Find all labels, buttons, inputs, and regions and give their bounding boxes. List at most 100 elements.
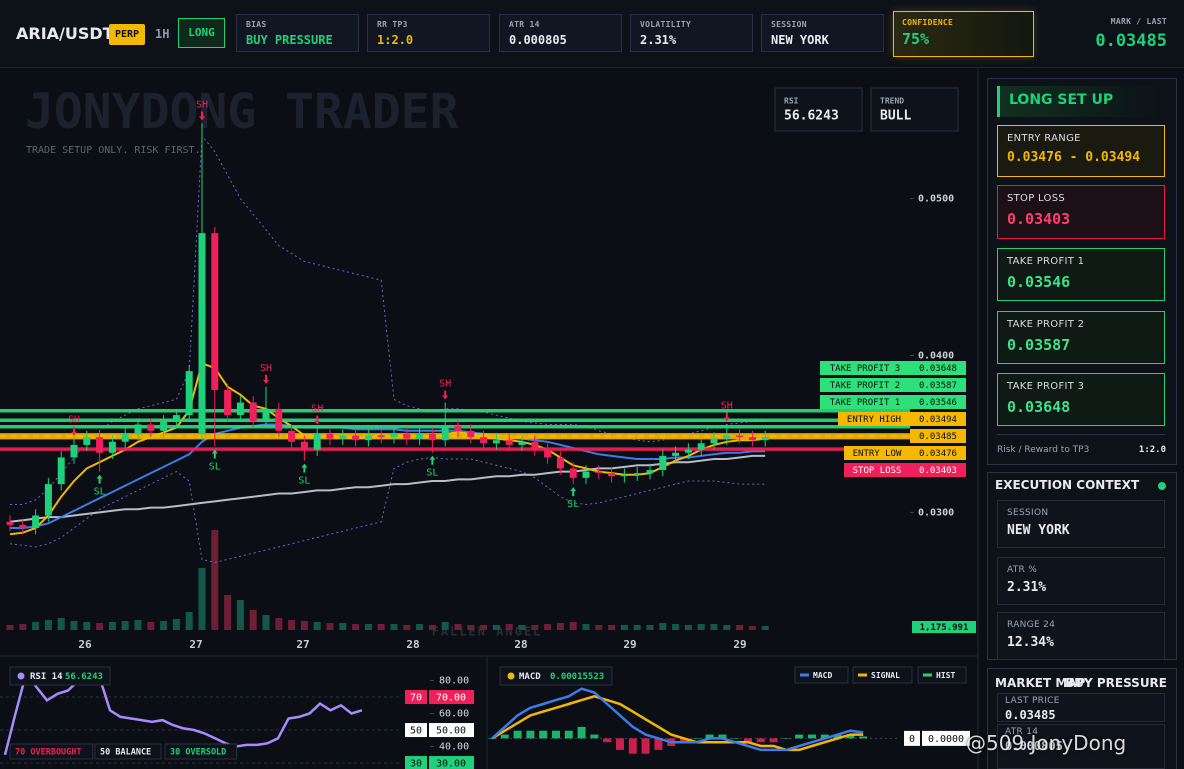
setup-card-label: STOP LOSS [1007, 193, 1066, 204]
candle-body [108, 441, 116, 453]
level-value: 0.03648 [919, 364, 957, 374]
level-value-box [910, 463, 966, 477]
level-name: TAKE PROFIT 1 [830, 398, 900, 408]
stat-label: BIAS [246, 20, 267, 29]
candle-body [364, 435, 372, 441]
macd-hist-bar [692, 738, 701, 739]
price-tick-label: 0.0400 [918, 350, 954, 361]
macd-zero-box [904, 730, 920, 746]
level-name-box [838, 412, 910, 426]
setup-card: ENTRY RANGE 0.03476 - 0.03494 [997, 125, 1165, 177]
rsi-dot [17, 672, 25, 680]
rsi-level-value: 70 [410, 693, 422, 704]
volume-bar [83, 622, 91, 630]
context-card: RANGE 24 12.34% [997, 612, 1165, 660]
swing-arrow [570, 487, 577, 497]
context-card: ATR % 2.31% [997, 557, 1165, 605]
volume-bar [736, 625, 744, 630]
status-dot [1158, 482, 1166, 490]
volume-bar [172, 619, 180, 630]
candle-body [518, 441, 526, 445]
volume-bar [416, 624, 424, 630]
x-tick-label: 28 [514, 638, 527, 651]
volume-bar [761, 626, 769, 630]
candle-body [428, 433, 436, 441]
context-title: EXECUTION CONTEXT [995, 478, 1140, 492]
level-name-box [820, 361, 910, 375]
rr-label: Risk / Reward to TP3 [997, 445, 1090, 455]
macd-hist-bar [833, 734, 842, 739]
swing-label: SL [426, 468, 438, 479]
info-value: BULL [880, 109, 911, 124]
volume-bar [505, 624, 513, 630]
macd-hist-bar [795, 734, 804, 739]
volume-bar [710, 624, 718, 630]
macd-hist-bar [654, 738, 663, 750]
candle-body [377, 435, 385, 438]
level-value: 0.03403 [919, 466, 957, 476]
macd-zero-label: 0.0000 [928, 734, 964, 745]
swing-label: SH [260, 363, 272, 374]
volume-bar [531, 625, 539, 630]
timeframe: 1H [155, 27, 170, 41]
rsi-title: RSI 14 [30, 672, 63, 682]
candle-body [83, 437, 91, 445]
level-value: 0.03587 [919, 381, 957, 391]
stat-label: ATR 14 [509, 20, 540, 29]
candle-body [160, 421, 168, 431]
context-card-label: ATR % [1007, 565, 1038, 575]
macd-hist-bar [603, 738, 612, 743]
volume-bar [672, 624, 680, 630]
macd-hist-bar [731, 738, 740, 739]
stat-label: VOLATILITY [640, 20, 692, 29]
candle-body [57, 457, 65, 485]
market-map-row: ATR 14 0.000805 [997, 724, 1165, 769]
volume-label: 1,175.991 [920, 623, 969, 633]
candle-body [761, 437, 769, 441]
volume-bar [300, 621, 308, 630]
swing-label: SH [68, 415, 80, 426]
macd-zero-value: 0 [909, 734, 915, 745]
volume-bar [249, 610, 257, 630]
candle-body [556, 457, 564, 469]
volume-bar [428, 625, 436, 630]
volume-bar [480, 625, 488, 630]
level-value: 0.03546 [919, 398, 957, 408]
level-value-box [910, 412, 966, 426]
candle-body [211, 233, 219, 390]
market-map-value: 0.03485 [1005, 708, 1056, 722]
rsi-legend-text: 50 BALANCE [100, 748, 151, 758]
volume-bar [377, 624, 385, 630]
macd-zero-label-box [922, 730, 970, 746]
macd-hist-bar [744, 738, 752, 743]
volume-bar [326, 623, 334, 630]
stat-value: BUY PRESSURE [246, 33, 333, 47]
volume-bar [646, 625, 654, 630]
rsi-level-label-box [429, 690, 474, 705]
volume-bar [185, 612, 193, 630]
x-tick-label: 27 [189, 638, 202, 651]
volume-bar [441, 622, 449, 630]
volume-label-box [912, 621, 976, 633]
volume-bar [70, 621, 78, 630]
setup-card: TAKE PROFIT 2 0.03587 [997, 311, 1165, 364]
indicator-line [10, 134, 766, 505]
candle-body [659, 455, 667, 470]
swing-label: SH [439, 379, 451, 390]
volume-bar [288, 620, 296, 630]
swing-arrow [442, 390, 449, 400]
macd-hist-bar [641, 738, 650, 754]
setup-card-value: 0.03403 [1007, 210, 1071, 228]
context-card-label: RANGE 24 [1007, 620, 1056, 630]
swing-arrow [263, 374, 269, 384]
candle-body [288, 430, 296, 442]
volume-bar [569, 622, 577, 630]
candle-body [416, 433, 424, 439]
macd-hist-bar [539, 730, 548, 739]
candle-body [339, 435, 347, 439]
volume-bar [96, 623, 104, 630]
macd-hist-bar [500, 734, 509, 739]
macd-hist-bar [859, 736, 868, 739]
candle-body [134, 424, 142, 434]
